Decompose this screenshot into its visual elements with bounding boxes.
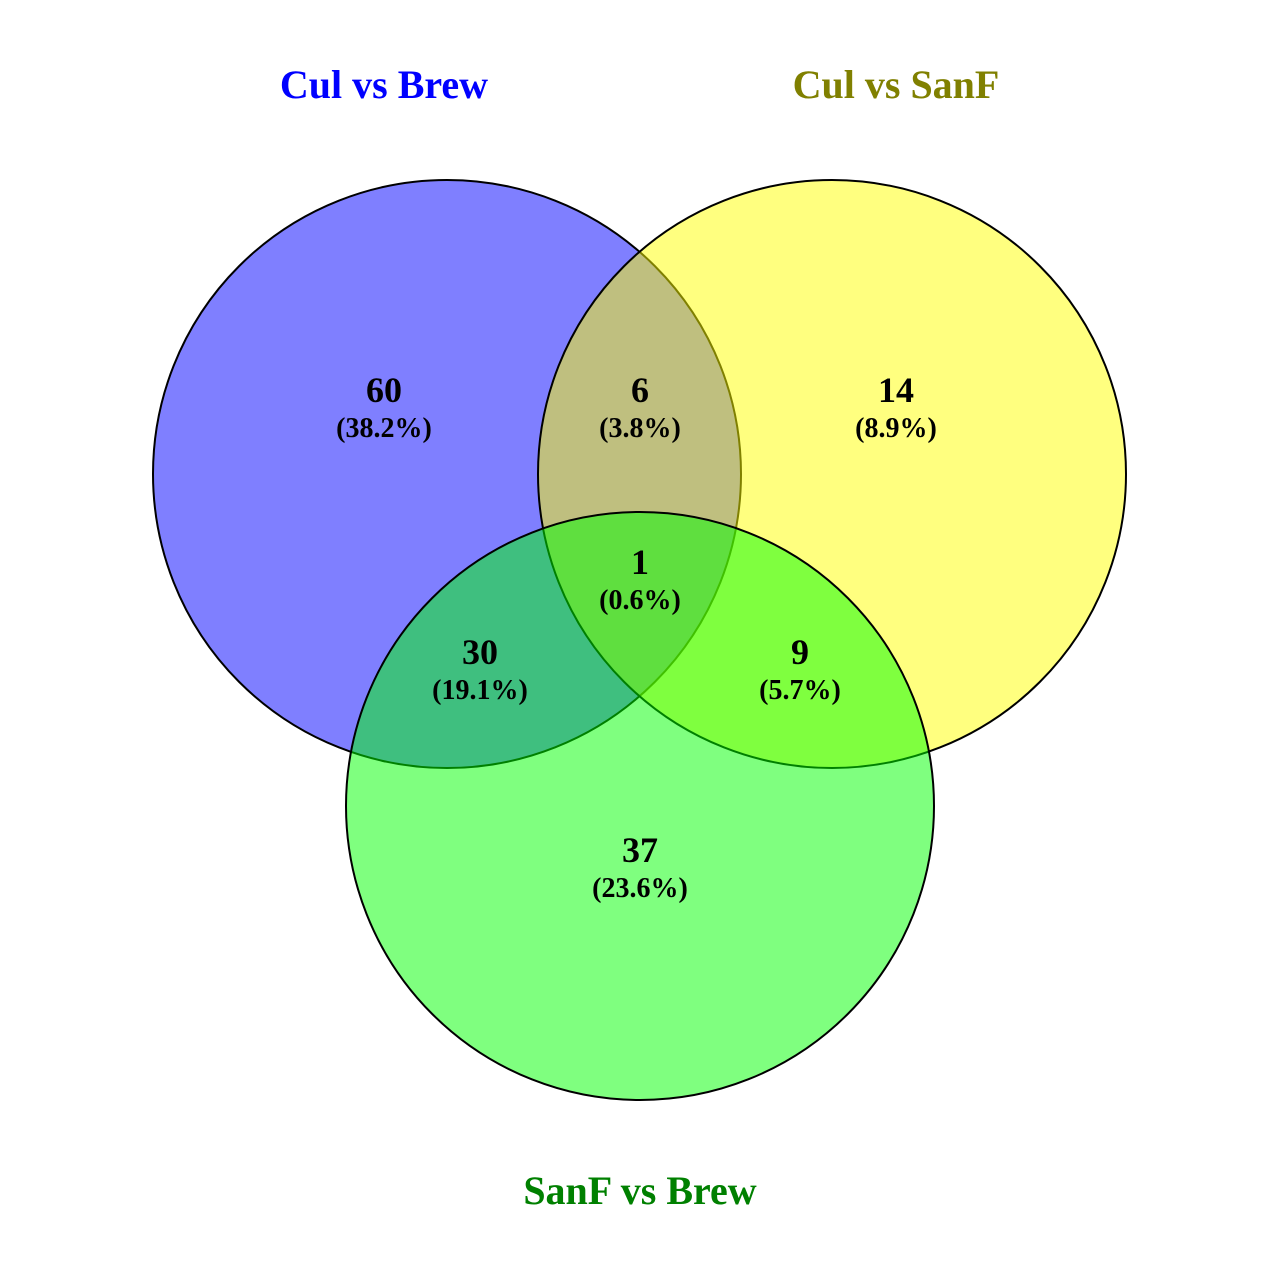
region-count-cul-vs-sanf-only: 14 — [878, 370, 914, 410]
region-count-cul-sanf-and-sanf-brew: 9 — [791, 632, 809, 672]
region-pct-cul-brew-and-cul-sanf: (3.8%) — [599, 413, 681, 444]
region-pct-cul-sanf-and-sanf-brew: (5.7%) — [759, 675, 841, 706]
region-pct-all-three: (0.6%) — [599, 585, 681, 616]
region-count-all-three: 1 — [631, 542, 649, 582]
region-pct-sanf-vs-brew-only: (23.6%) — [592, 873, 688, 904]
region-count-sanf-vs-brew-only: 37 — [622, 830, 658, 870]
region-count-cul-vs-brew-only: 60 — [366, 370, 402, 410]
region-count-cul-brew-and-cul-sanf: 6 — [631, 370, 649, 410]
region-pct-cul-vs-sanf-only: (8.9%) — [855, 413, 937, 444]
region-pct-cul-brew-and-sanf-brew: (19.1%) — [432, 675, 528, 706]
set-circle-sanf-vs-brew — [345, 511, 935, 1101]
region-pct-cul-vs-brew-only: (38.2%) — [336, 413, 432, 444]
set-title-cul-vs-brew: Cul vs Brew — [280, 62, 488, 107]
region-count-cul-brew-and-sanf-brew: 30 — [462, 632, 498, 672]
set-title-cul-vs-sanf: Cul vs SanF — [793, 62, 1000, 107]
set-title-sanf-vs-brew: SanF vs Brew — [523, 1168, 756, 1213]
